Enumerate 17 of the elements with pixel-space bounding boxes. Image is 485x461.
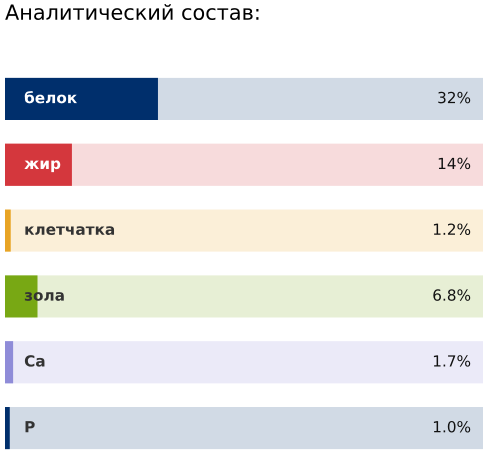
y-tick-label: белок xyxy=(24,91,77,104)
bar xyxy=(5,407,10,450)
data-label: 1.7% xyxy=(434,355,470,367)
bar xyxy=(5,210,11,252)
bar xyxy=(5,144,72,186)
y-tick-label: клетчатка xyxy=(25,226,114,236)
y-tick-label: P xyxy=(26,421,35,432)
data-label: 6.8% xyxy=(433,289,470,301)
y-tick-label: Ca xyxy=(24,355,44,367)
bar xyxy=(5,341,14,384)
y-tick-label: жир xyxy=(24,160,60,172)
data-label: 1.2% xyxy=(434,223,470,236)
data-label: 32% xyxy=(438,92,470,104)
chart-title: Аналитический состав: xyxy=(5,4,258,20)
data-label: 14% xyxy=(438,158,470,170)
bar xyxy=(5,78,158,120)
data-label: 1.0% xyxy=(434,420,470,433)
